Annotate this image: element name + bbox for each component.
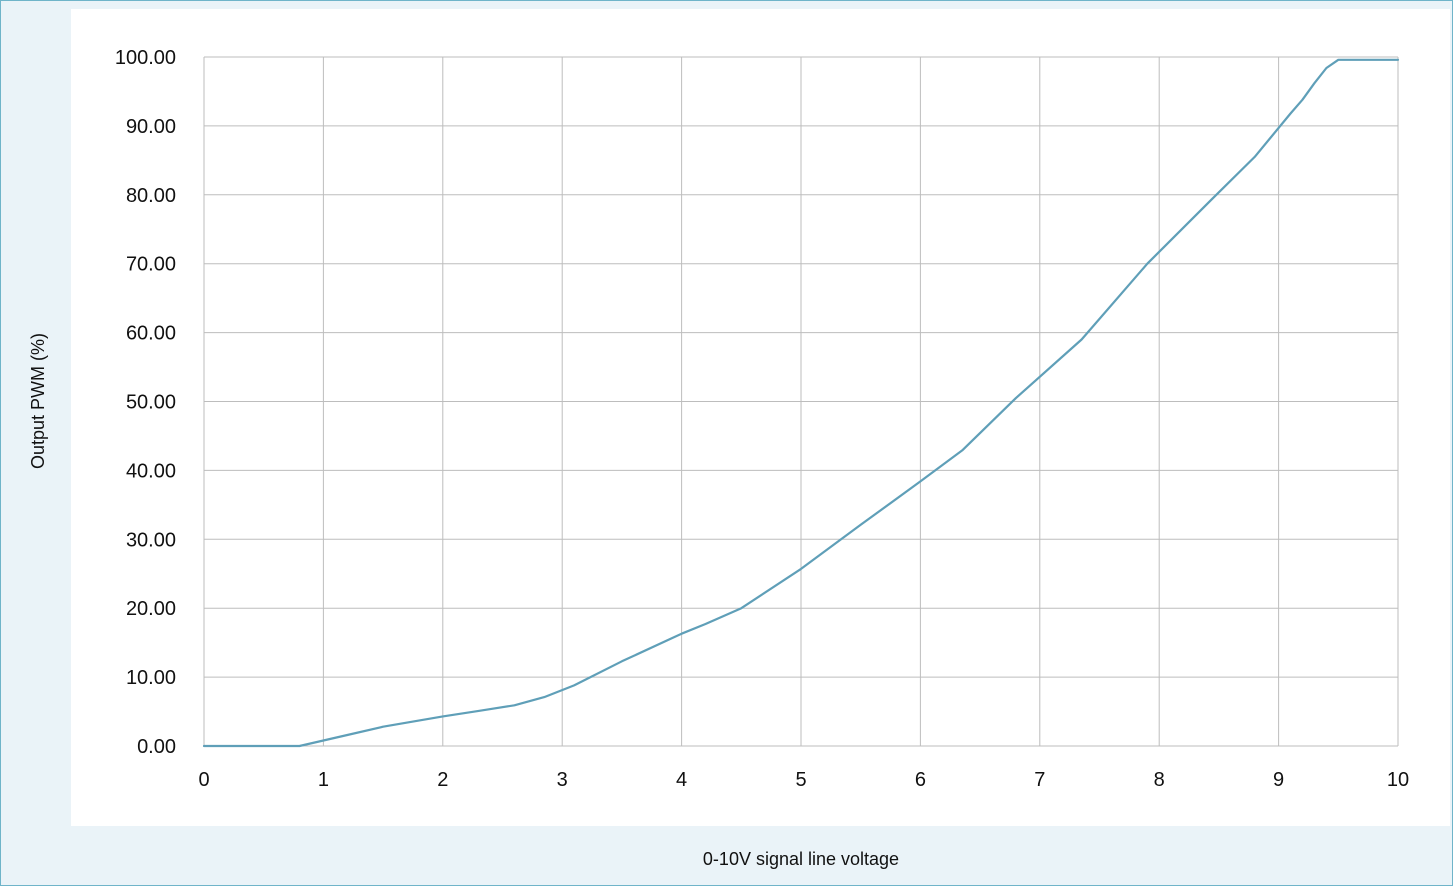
x-tick-label: 1 [318,769,329,791]
grid [203,56,1399,747]
y-tick-label: 80.00 [126,185,176,207]
y-tick-label: 60.00 [126,323,176,345]
series-line [202,58,1400,748]
y-tick-label: 20.00 [126,598,176,620]
series-layer [202,58,1400,748]
x-tick-label: 3 [557,769,568,791]
y-tick-label: 50.00 [126,392,176,414]
y-tick-label: 10.00 [126,667,176,689]
x-tick-label: 4 [676,769,687,791]
y-tick-label: 70.00 [126,254,176,276]
y-axis-title: Output PWM (%) [28,333,48,469]
x-axis-ticks: 0 1 2 3 4 5 6 7 8 9 10 [198,769,1409,791]
x-tick-label: 0 [198,769,209,791]
x-tick-label: 5 [795,769,806,791]
plot-area [71,9,1450,826]
y-tick-label: 90.00 [126,116,176,138]
x-tick-label: 2 [437,769,448,791]
y-tick-label: 40.00 [126,460,176,482]
y-axis-ticks: 0.00 10.00 20.00 30.00 40.00 50.00 60.00 70.00 8… [115,47,176,758]
x-tick-label: 9 [1273,769,1284,791]
y-tick-label: 0.00 [137,736,176,758]
x-axis-title: 0-10V signal line voltage [703,849,899,869]
x-tick-label: 8 [1154,769,1165,791]
y-tick-label: 30.00 [126,529,176,551]
x-tick-label: 7 [1034,769,1045,791]
x-tick-label: 6 [915,769,926,791]
x-tick-label: 10 [1387,769,1409,791]
y-tick-label: 100.00 [115,47,176,69]
